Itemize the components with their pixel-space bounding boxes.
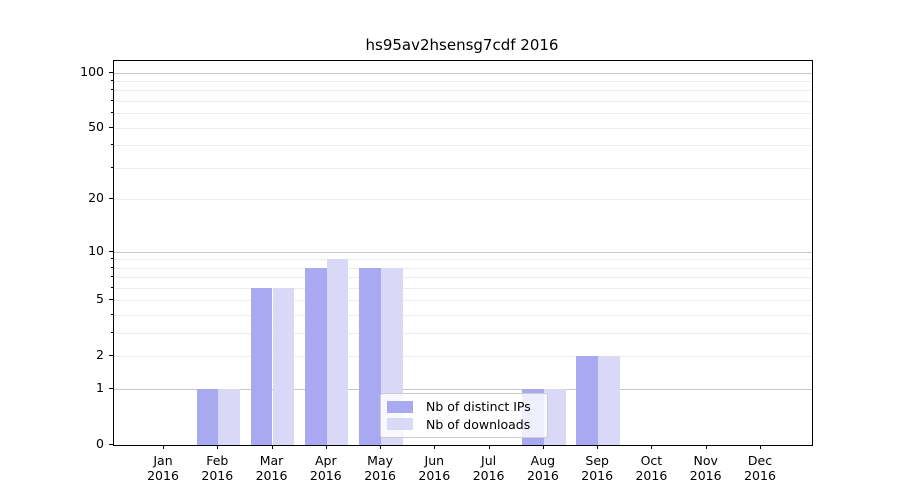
- gridline-y-5: [114, 300, 812, 302]
- y-tick-label-20: 20: [88, 190, 104, 206]
- x-tick-label-oct-2016: Oct 2016: [635, 453, 668, 483]
- y-minor-tick-mark-30: [111, 166, 113, 168]
- y-minor-tick-mark-70: [111, 100, 113, 101]
- y-tick-mark-100: [109, 71, 113, 73]
- y-tick-mark-1: [109, 388, 113, 390]
- y-tick-mark-0: [109, 444, 113, 445]
- x-tick-mark-aug-2016: [542, 445, 544, 449]
- y-tick-label-50: 50: [88, 118, 104, 134]
- y-tick-mark-2: [109, 355, 113, 357]
- x-tick-mark-oct-2016: [651, 445, 653, 449]
- bar-distinct-ips-sep-2016: [576, 356, 599, 445]
- gridline-y-20: [114, 199, 812, 201]
- x-tick-label-jul-2016: Jul 2016: [472, 453, 505, 483]
- bar-downloads-mar-2016: [272, 288, 295, 445]
- x-tick-mark-dec-2016: [760, 445, 761, 449]
- bar-distinct-ips-mar-2016: [250, 288, 273, 445]
- y-tick-label-100: 100: [80, 63, 104, 79]
- y-tick-label-0: 0: [96, 436, 104, 451]
- y-minor-tick-mark-80: [111, 89, 113, 91]
- gridline-y-4: [114, 315, 812, 317]
- x-tick-mark-mar-2016: [271, 445, 273, 449]
- y-minor-tick-mark-7: [111, 276, 113, 278]
- x-tick-label-jun-2016: Jun 2016: [418, 453, 451, 483]
- legend-swatch-downloads: [387, 418, 413, 431]
- x-tick-mark-feb-2016: [217, 445, 219, 449]
- gridline-y-40: [114, 145, 812, 147]
- x-tick-label-apr-2016: Apr 2016: [309, 453, 342, 483]
- x-tick-mark-jul-2016: [488, 445, 490, 449]
- gridline-y-60: [114, 113, 812, 115]
- y-minor-tick-mark-8: [111, 266, 113, 268]
- y-tick-mark-20: [109, 198, 113, 200]
- gridline-y-2: [114, 356, 812, 358]
- y-minor-tick-mark-40: [111, 144, 113, 146]
- bar-downloads-feb-2016: [218, 389, 240, 445]
- x-tick-mark-sep-2016: [597, 445, 599, 449]
- gridline-y-90: [114, 81, 812, 82]
- legend-swatch-distinct-ips: [387, 400, 413, 413]
- y-tick-label-2: 2: [96, 347, 104, 363]
- gridline-y-8: [114, 267, 812, 269]
- y-tick-label-10: 10: [88, 242, 104, 258]
- x-tick-mark-apr-2016: [325, 445, 327, 449]
- gridline-y-70: [114, 101, 812, 102]
- x-tick-label-dec-2016: Dec 2016: [744, 453, 776, 483]
- x-tick-label-feb-2016: Feb 2016: [201, 453, 234, 483]
- x-tick-label-aug-2016: Aug 2016: [526, 453, 559, 483]
- y-minor-tick-mark-60: [111, 112, 113, 114]
- y-minor-tick-mark-9: [111, 258, 113, 260]
- x-tick-label-jan-2016: Jan 2016: [147, 453, 179, 483]
- y-tick-mark-50: [109, 126, 113, 128]
- gridline-y-7: [114, 277, 812, 279]
- gridline-y-10: [114, 251, 812, 253]
- bar-distinct-ips-may-2016: [359, 267, 382, 445]
- legend-item-distinct-ips: Nb of distinct IPs: [387, 398, 539, 416]
- x-tick-mark-may-2016: [380, 445, 382, 449]
- gridline-y-1: [114, 389, 812, 391]
- y-minor-tick-mark-90: [111, 80, 113, 81]
- gridline-y-30: [114, 167, 812, 169]
- plot-area: Nb of distinct IPs Nb of downloads: [113, 60, 813, 446]
- x-tick-label-sep-2016: Sep 2016: [581, 453, 614, 483]
- legend-item-downloads: Nb of downloads: [387, 416, 539, 434]
- y-minor-tick-mark-4: [111, 314, 113, 316]
- gridline-y-6: [114, 288, 812, 289]
- gridline-y-100: [114, 72, 812, 74]
- y-tick-label-5: 5: [96, 291, 104, 307]
- gridline-y-80: [114, 90, 812, 92]
- gridline-y-50: [114, 127, 812, 129]
- bar-distinct-ips-feb-2016: [196, 389, 219, 445]
- x-tick-mark-nov-2016: [705, 445, 707, 449]
- gridline-y-9: [114, 259, 812, 261]
- x-tick-label-nov-2016: Nov 2016: [689, 453, 722, 483]
- y-tick-mark-10: [109, 250, 113, 252]
- x-tick-label-mar-2016: Mar 2016: [255, 453, 288, 483]
- y-minor-tick-mark-3: [111, 332, 113, 334]
- x-tick-label-may-2016: May 2016: [364, 453, 396, 483]
- bar-downloads-sep-2016: [598, 356, 620, 445]
- x-tick-mark-jan-2016: [163, 445, 164, 449]
- y-minor-tick-mark-6: [111, 287, 113, 288]
- y-tick-label-1: 1: [96, 380, 104, 396]
- legend-label-downloads: Nb of downloads: [426, 416, 531, 432]
- chart-title: hs95av2hsensg7cdf 2016: [365, 36, 559, 54]
- bar-distinct-ips-apr-2016: [305, 267, 327, 445]
- gridline-y-3: [114, 333, 812, 335]
- bar-downloads-aug-2016: [543, 389, 566, 445]
- x-tick-mark-jun-2016: [434, 445, 436, 449]
- legend: Nb of distinct IPs Nb of downloads: [380, 393, 548, 438]
- bar-downloads-apr-2016: [326, 259, 349, 445]
- y-tick-mark-5: [109, 299, 113, 301]
- legend-label-distinct-ips: Nb of distinct IPs: [426, 399, 531, 415]
